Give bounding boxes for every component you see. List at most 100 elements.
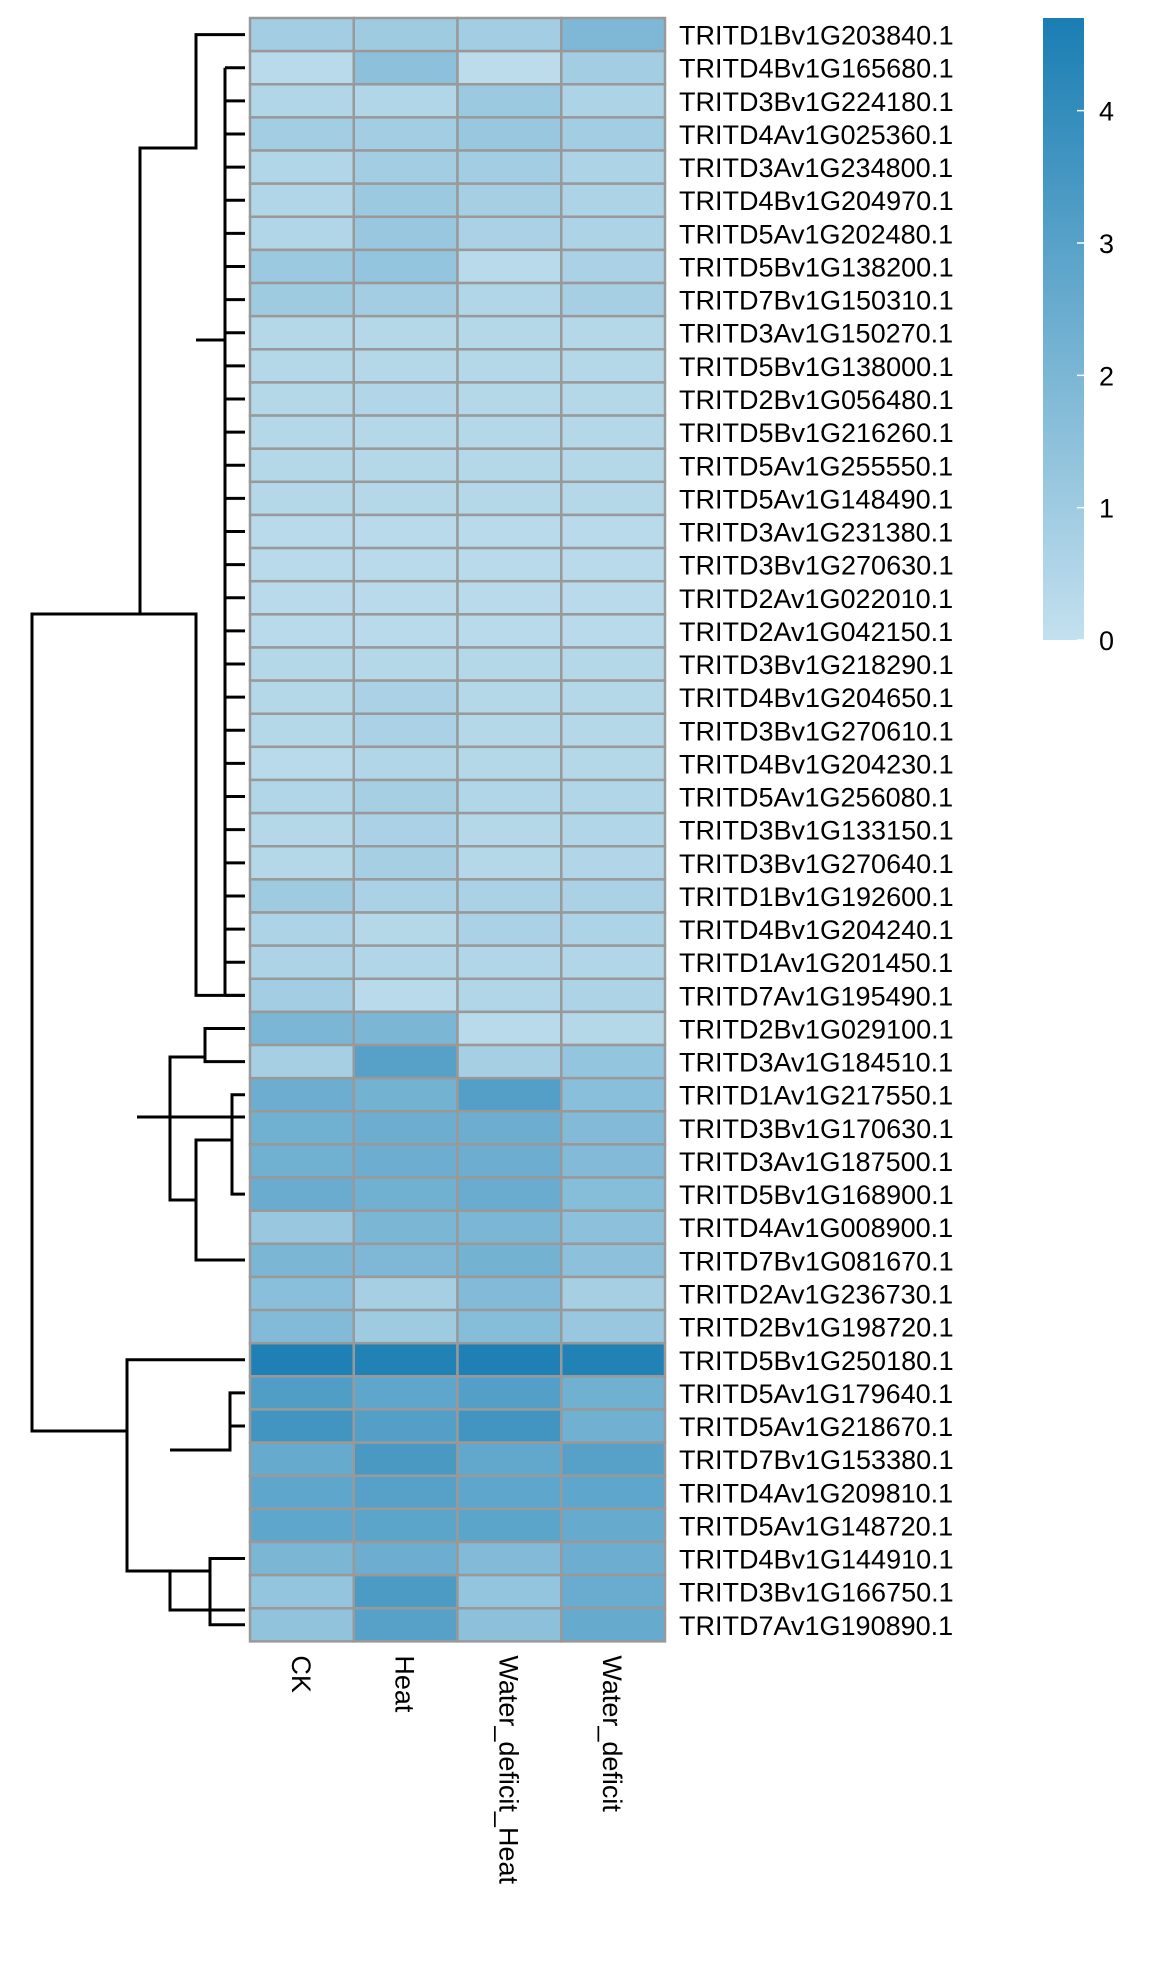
heatmap-cell	[248, 1209, 355, 1246]
row-label: TRITD4Bv1G204650.1	[679, 683, 954, 713]
row-label: TRITD3Av1G150270.1	[679, 319, 953, 349]
heatmap-cell	[352, 1408, 459, 1444]
heatmap-cell	[352, 811, 459, 848]
heatmap-cell	[560, 348, 667, 384]
heatmap-cell	[456, 314, 563, 351]
heatmap-cell	[456, 480, 563, 517]
heatmap-cell	[560, 314, 667, 351]
heatmap-cell	[248, 1275, 355, 1312]
row-label: TRITD3Bv1G270630.1	[679, 551, 954, 581]
heatmap-cell	[560, 16, 667, 53]
heatmap-cell	[560, 679, 667, 715]
heatmap-cell	[560, 414, 667, 450]
row-label: TRITD5Bv1G138000.1	[679, 352, 954, 382]
row-label: TRITD3Bv1G166750.1	[679, 1578, 954, 1608]
heatmap-cell	[352, 1540, 459, 1577]
row-label: TRITD5Av1G218670.1	[679, 1412, 953, 1442]
heatmap-cell	[560, 1308, 667, 1345]
row-label: TRITD5Av1G256080.1	[679, 783, 953, 813]
heatmap-cell	[352, 1441, 459, 1477]
column-label: Water_deficit_Heat	[493, 1655, 523, 1884]
heatmap-cell	[248, 1341, 355, 1378]
heatmap-cell	[456, 248, 563, 285]
row-label: TRITD3Bv1G133150.1	[679, 816, 954, 846]
heatmap-cell	[352, 1010, 459, 1047]
row-label: TRITD3Av1G184510.1	[679, 1048, 953, 1078]
heatmap-cell	[560, 1507, 667, 1544]
heatmap-cell	[352, 712, 459, 749]
row-label: TRITD3Bv1G270610.1	[679, 716, 954, 746]
row-label: TRITD5Av1G179640.1	[679, 1379, 953, 1409]
heatmap-cell	[352, 513, 459, 550]
heatmap-cell	[456, 414, 563, 450]
heatmap-cell	[352, 1275, 459, 1312]
heatmap-cell	[352, 116, 459, 152]
heatmap-cell	[560, 613, 667, 649]
heatmap-cell	[456, 215, 563, 252]
heatmap-cell	[352, 149, 459, 185]
heatmap-cell	[560, 1341, 667, 1378]
row-label: TRITD3Bv1G270640.1	[679, 849, 954, 879]
row-dendrogram	[30, 33, 245, 1627]
dendrogram-branch	[30, 612, 245, 1433]
heatmap-cell	[560, 1143, 667, 1179]
heatmap-cell	[560, 1242, 667, 1279]
dendrogram-branch	[208, 1571, 245, 1627]
dendrogram-branch	[194, 1138, 245, 1262]
heatmap-cell	[352, 1242, 459, 1279]
heatmap-cell	[456, 1143, 563, 1179]
heatmap-cells	[248, 16, 667, 1643]
column-label: Water_deficit	[597, 1655, 627, 1812]
heatmap-cell	[456, 447, 563, 484]
row-label: TRITD3Av1G187500.1	[679, 1147, 953, 1177]
heatmap-cell	[456, 1341, 563, 1378]
heatmap-cell	[352, 314, 459, 351]
heatmap-cell	[560, 1076, 667, 1113]
heatmap-cell	[352, 944, 459, 981]
legend-tick-label: 0	[1099, 626, 1114, 656]
heatmap-cell	[560, 878, 667, 914]
heatmap-cell	[248, 878, 355, 914]
heatmap-cell	[352, 1076, 459, 1113]
legend-tick-label: 2	[1099, 361, 1114, 391]
row-label: TRITD5Bv1G250180.1	[679, 1346, 954, 1376]
legend-tick-label: 1	[1099, 494, 1114, 524]
row-label: TRITD2Bv1G029100.1	[679, 1014, 954, 1044]
heatmap-cell	[248, 1507, 355, 1544]
heatmap-cell	[456, 1010, 563, 1047]
row-label: TRITD1Bv1G192600.1	[679, 882, 954, 912]
heatmap-cell	[248, 1308, 355, 1345]
row-label: TRITD7Av1G195490.1	[679, 981, 953, 1011]
heatmap-cell	[560, 1176, 667, 1212]
heatmap-cell	[248, 248, 355, 285]
heatmap-cell	[456, 83, 563, 119]
heatmap-cell	[560, 1441, 667, 1477]
heatmap-cell	[248, 1606, 355, 1643]
heatmap-cell	[560, 977, 667, 1014]
row-label: TRITD4Bv1G165680.1	[679, 54, 954, 84]
heatmap-cell	[248, 215, 355, 252]
row-label: TRITD1Bv1G203840.1	[679, 21, 954, 51]
heatmap-cell	[456, 745, 563, 782]
heatmap-cell	[456, 613, 563, 649]
heatmap-cell	[352, 845, 459, 881]
heatmap-cell	[456, 1308, 563, 1345]
heatmap-cell	[248, 1242, 355, 1279]
heatmap-cell	[352, 480, 459, 517]
heatmap-cell	[248, 1043, 355, 1080]
heatmap-cell	[456, 1043, 563, 1080]
heatmap-cell	[560, 745, 667, 782]
row-label: TRITD2Av1G022010.1	[679, 584, 953, 614]
row-label: TRITD1Av1G217550.1	[679, 1081, 953, 1111]
row-label: TRITD5Av1G148720.1	[679, 1511, 953, 1541]
heatmap-cell	[248, 83, 355, 119]
heatmap-cell	[456, 579, 563, 616]
legend-tick-label: 4	[1099, 97, 1114, 127]
heatmap-cell	[456, 1540, 563, 1577]
heatmap-cell	[248, 778, 355, 815]
heatmap-cell	[248, 314, 355, 351]
heatmap-cell	[456, 348, 563, 384]
heatmap-cell	[352, 911, 459, 947]
heatmap-cell	[248, 679, 355, 715]
heatmap-cell	[248, 1540, 355, 1577]
